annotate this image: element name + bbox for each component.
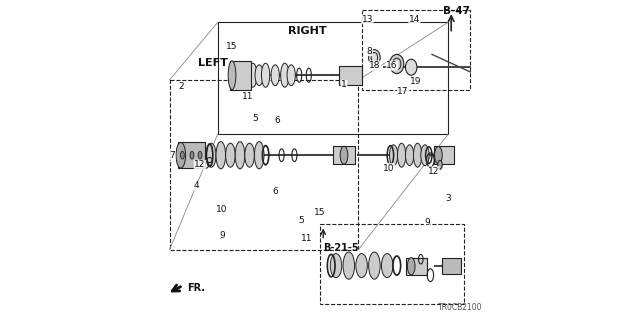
Bar: [434, 146, 454, 164]
Text: 14: 14: [409, 15, 420, 24]
Ellipse shape: [381, 253, 393, 278]
Text: 11: 11: [243, 92, 253, 100]
Text: 7: 7: [170, 151, 175, 160]
Text: 15: 15: [226, 42, 237, 51]
Ellipse shape: [176, 142, 186, 168]
Ellipse shape: [406, 145, 414, 166]
Ellipse shape: [280, 63, 289, 87]
Text: 11: 11: [301, 234, 313, 243]
Text: 10: 10: [383, 164, 394, 172]
Ellipse shape: [190, 151, 194, 159]
Ellipse shape: [390, 54, 404, 74]
Bar: [339, 66, 362, 85]
Ellipse shape: [408, 258, 415, 275]
Ellipse shape: [438, 160, 442, 169]
Ellipse shape: [343, 252, 355, 279]
Text: 18: 18: [369, 61, 381, 70]
Ellipse shape: [397, 143, 406, 167]
Text: 19: 19: [410, 77, 422, 86]
Ellipse shape: [369, 252, 380, 279]
Ellipse shape: [406, 59, 417, 75]
Text: 1: 1: [341, 80, 347, 89]
Bar: [442, 258, 461, 274]
Bar: [406, 258, 428, 275]
Ellipse shape: [369, 50, 380, 66]
Text: 13: 13: [362, 15, 373, 24]
Text: 15: 15: [314, 208, 326, 217]
Text: 6: 6: [273, 188, 278, 196]
Text: 4: 4: [194, 181, 200, 190]
Ellipse shape: [236, 141, 245, 169]
Ellipse shape: [262, 63, 270, 87]
Text: 5: 5: [253, 114, 258, 123]
Text: 8: 8: [367, 47, 372, 56]
Bar: [230, 61, 252, 90]
Ellipse shape: [216, 141, 226, 169]
Ellipse shape: [287, 65, 296, 86]
Ellipse shape: [435, 147, 442, 164]
Text: B-21-5: B-21-5: [323, 243, 359, 253]
Ellipse shape: [340, 146, 348, 164]
Bar: [333, 146, 355, 164]
Text: 17: 17: [397, 87, 409, 96]
Bar: [178, 142, 205, 168]
Ellipse shape: [198, 151, 202, 159]
Ellipse shape: [254, 141, 264, 169]
Ellipse shape: [255, 65, 264, 86]
Text: 3: 3: [445, 194, 451, 203]
Ellipse shape: [421, 145, 429, 166]
Ellipse shape: [330, 253, 342, 278]
Ellipse shape: [356, 253, 367, 278]
Text: RIGHT: RIGHT: [288, 26, 326, 36]
Text: LEFT: LEFT: [198, 58, 228, 68]
Text: 2: 2: [178, 82, 184, 91]
Ellipse shape: [271, 65, 280, 86]
Ellipse shape: [244, 143, 255, 167]
Ellipse shape: [206, 143, 216, 167]
Text: FR.: FR.: [187, 283, 205, 293]
Text: 6: 6: [274, 116, 280, 124]
Text: 5: 5: [298, 216, 303, 225]
Ellipse shape: [180, 151, 184, 159]
Text: 12: 12: [428, 167, 439, 176]
Ellipse shape: [413, 143, 422, 167]
Text: 9: 9: [424, 218, 430, 227]
Text: 10: 10: [216, 205, 227, 214]
Text: 16: 16: [387, 61, 397, 70]
Text: B-47: B-47: [443, 6, 470, 16]
Ellipse shape: [226, 143, 236, 167]
Ellipse shape: [389, 145, 398, 166]
Text: 12: 12: [195, 160, 205, 169]
Text: TR0CB2100: TR0CB2100: [438, 303, 483, 312]
Ellipse shape: [228, 61, 236, 90]
Text: 9: 9: [220, 231, 225, 240]
Ellipse shape: [249, 63, 257, 87]
Ellipse shape: [243, 65, 251, 86]
